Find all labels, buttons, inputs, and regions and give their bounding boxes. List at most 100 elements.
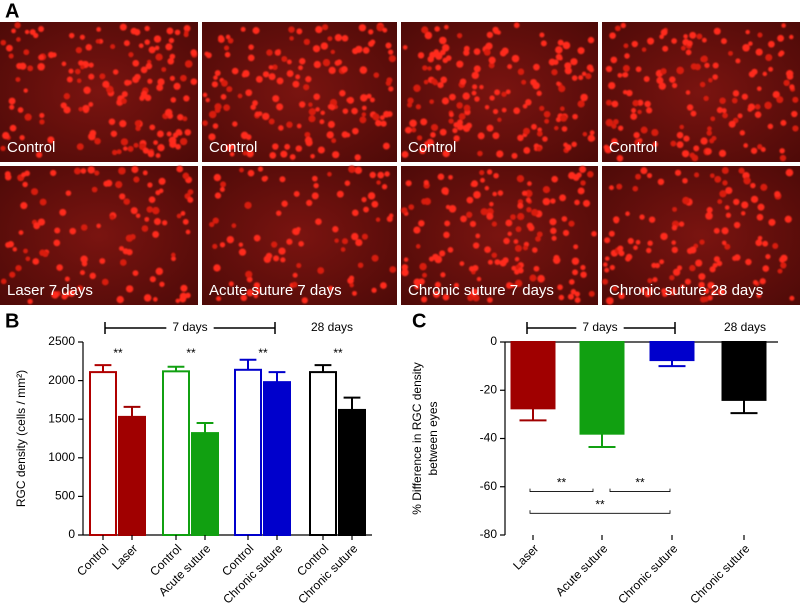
cell — [80, 64, 85, 70]
cell — [780, 119, 787, 126]
cell — [501, 91, 507, 97]
cell — [53, 239, 61, 247]
cell — [505, 219, 513, 227]
cell — [484, 246, 491, 253]
cells — [401, 165, 597, 304]
cell — [680, 284, 685, 289]
cell — [704, 62, 710, 69]
cell — [421, 26, 429, 34]
cell — [516, 175, 525, 183]
cell — [631, 40, 638, 48]
cell — [366, 93, 372, 99]
cell — [129, 233, 136, 240]
cell — [552, 256, 561, 264]
cell — [551, 235, 557, 241]
y-tick-label: 1000 — [48, 450, 75, 464]
cell — [124, 79, 131, 86]
cell — [208, 110, 217, 119]
cell — [257, 166, 264, 172]
cell — [521, 79, 527, 85]
cell — [187, 196, 194, 203]
significance: ** — [258, 346, 268, 360]
cell — [304, 131, 311, 138]
cell — [639, 214, 645, 220]
cell — [703, 95, 709, 102]
cell — [179, 137, 188, 146]
cell — [211, 81, 218, 88]
cell — [658, 82, 667, 90]
cell — [313, 60, 321, 69]
cell — [359, 66, 368, 74]
cell — [714, 175, 722, 183]
cell — [555, 46, 563, 54]
cell — [144, 216, 150, 222]
cell — [61, 61, 67, 67]
cell — [175, 298, 180, 304]
cell — [477, 150, 483, 157]
cell — [672, 206, 678, 212]
cell — [517, 134, 524, 142]
cell — [646, 247, 652, 254]
cell — [341, 34, 349, 42]
cell — [123, 146, 128, 151]
cell — [604, 237, 611, 244]
cell — [620, 22, 626, 29]
cell — [372, 113, 380, 121]
cell — [85, 43, 93, 51]
cell — [779, 148, 785, 154]
cell — [544, 118, 550, 124]
cell — [141, 225, 149, 232]
cell — [467, 294, 474, 302]
cell — [624, 53, 630, 59]
cell — [559, 194, 567, 202]
cell — [487, 259, 493, 265]
cell — [288, 26, 295, 33]
cell — [479, 170, 485, 176]
cell — [492, 191, 497, 197]
cell — [580, 180, 586, 186]
cell — [670, 140, 677, 147]
cell — [303, 84, 310, 91]
cell — [8, 53, 14, 59]
cell — [718, 149, 727, 158]
cell — [286, 121, 293, 128]
cell — [429, 51, 436, 59]
cell — [617, 125, 624, 131]
cell — [109, 214, 115, 220]
cell — [246, 289, 254, 297]
cell — [179, 295, 187, 303]
cell — [411, 127, 417, 133]
cell — [246, 150, 254, 158]
bar — [234, 368, 262, 536]
cell — [165, 43, 173, 51]
cell — [226, 235, 234, 244]
cell — [220, 181, 227, 188]
cell — [765, 53, 773, 62]
cell — [352, 290, 357, 296]
cell — [525, 189, 533, 198]
cell — [312, 45, 321, 53]
cell — [176, 165, 184, 173]
cell — [367, 192, 376, 200]
cell — [208, 133, 216, 141]
cell — [409, 119, 417, 128]
cell — [669, 288, 677, 296]
cell — [784, 215, 792, 223]
cell — [501, 107, 507, 113]
cell — [246, 276, 253, 283]
cell — [617, 72, 623, 78]
cell — [494, 89, 501, 96]
cell — [408, 204, 415, 211]
cell — [298, 65, 303, 71]
cell — [580, 93, 588, 102]
image-caption: Control — [609, 139, 657, 156]
cell — [404, 126, 412, 134]
cell — [171, 256, 176, 262]
cell — [168, 136, 177, 145]
cell — [491, 221, 497, 227]
cell — [255, 75, 263, 83]
cell — [705, 212, 713, 220]
cell — [493, 29, 499, 35]
cell — [154, 45, 160, 51]
cell — [559, 114, 568, 122]
